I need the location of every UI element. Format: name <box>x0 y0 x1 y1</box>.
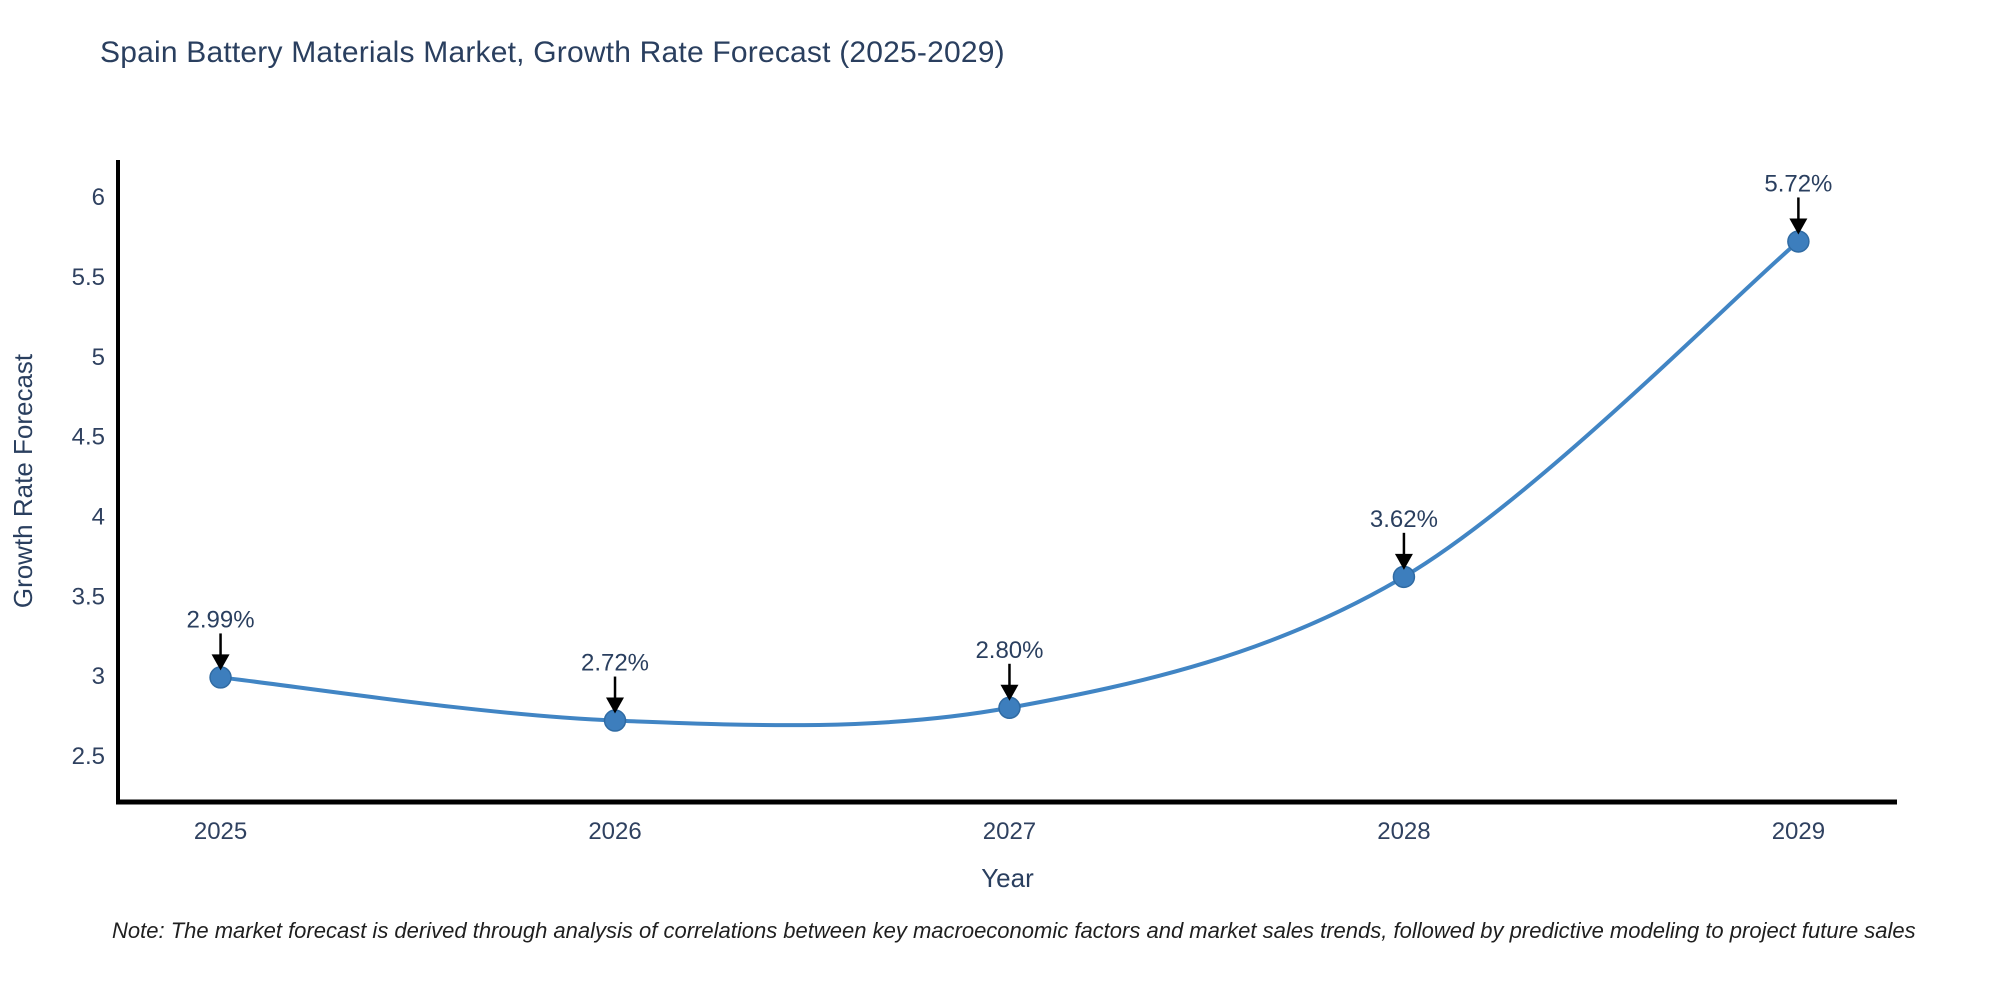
x-tick-label: 2027 <box>983 818 1036 845</box>
y-tick-label: 6 <box>92 184 105 211</box>
annotation-arrowhead-icon <box>211 654 230 671</box>
trend-line <box>218 239 1801 728</box>
y-tick-label: 5.5 <box>72 264 105 291</box>
data-point-label: 3.62% <box>1370 506 1438 533</box>
data-point-label: 2.80% <box>975 637 1043 664</box>
x-tick-label: 2025 <box>194 818 247 845</box>
x-axis-title: Year <box>981 863 1034 893</box>
data-point-label: 2.72% <box>581 650 649 677</box>
x-tick-label: 2029 <box>1772 818 1825 845</box>
footnote: Note: The market forecast is derived thr… <box>112 918 1916 943</box>
data-point-label: 2.99% <box>187 606 255 633</box>
chart-title: Spain Battery Materials Market, Growth R… <box>100 36 1005 69</box>
annotation-arrowhead-icon <box>1789 218 1808 235</box>
y-tick-label: 3 <box>92 663 105 690</box>
y-tick-label: 5 <box>92 344 105 371</box>
y-tick-label: 2.5 <box>72 743 105 770</box>
x-tick-label: 2026 <box>588 818 641 845</box>
annotation-arrowhead-icon <box>1000 684 1019 701</box>
annotation-arrowhead-icon <box>606 697 625 714</box>
y-tick-label: 3.5 <box>72 583 105 610</box>
data-point-label: 5.72% <box>1764 170 1832 197</box>
y-tick-label: 4.5 <box>72 424 105 451</box>
annotation-arrowhead-icon <box>1394 553 1413 570</box>
y-axis-title: Growth Rate Forecast <box>8 353 38 608</box>
x-tick-label: 2028 <box>1377 818 1430 845</box>
y-tick-label: 4 <box>92 504 105 531</box>
